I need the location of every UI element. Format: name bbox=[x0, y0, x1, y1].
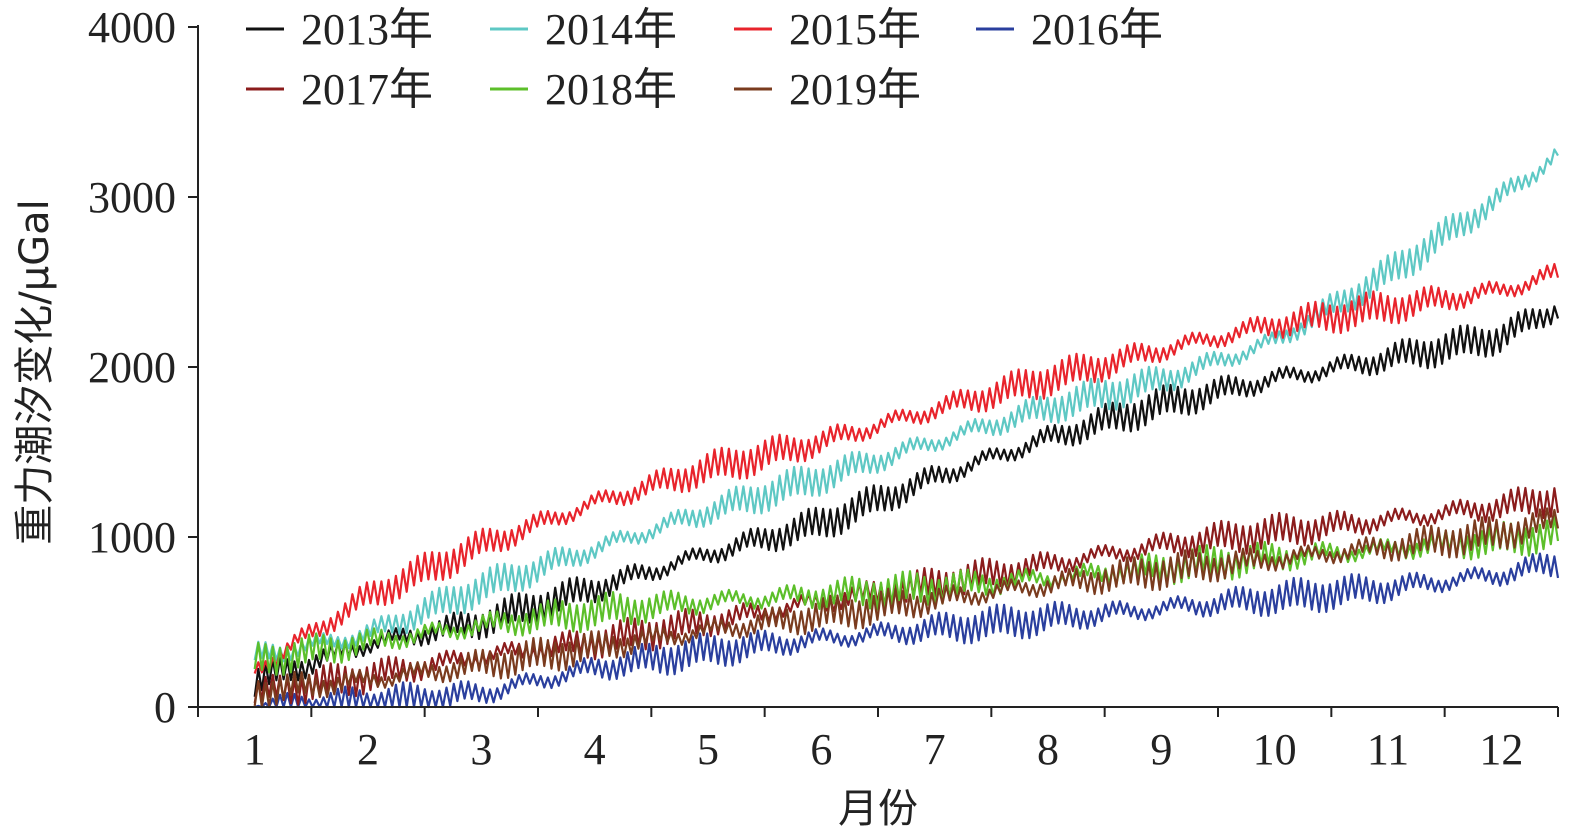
series-line-1 bbox=[253, 305, 1560, 697]
series-line-2 bbox=[253, 148, 1559, 663]
series-line-4 bbox=[254, 552, 1560, 709]
legend-label: 2018年 bbox=[545, 65, 677, 114]
x-tick-label: 3 bbox=[470, 725, 492, 774]
y-axis-title: 重力潮汐变化/μGal bbox=[12, 199, 58, 545]
x-tick-label: 8 bbox=[1037, 725, 1059, 774]
y-tick-label: 0 bbox=[154, 683, 176, 732]
x-tick-label: 9 bbox=[1150, 725, 1172, 774]
y-tick-label: 1000 bbox=[88, 513, 176, 562]
legend-label: 2013年 bbox=[301, 5, 433, 54]
plot-series bbox=[253, 148, 1560, 709]
y-tick-label: 2000 bbox=[88, 343, 176, 392]
legend: 2013年 2014年 2015年 2016年 2017年 2018年 2019年 bbox=[246, 5, 1163, 114]
x-tick-label: 11 bbox=[1367, 725, 1409, 774]
x-tick-label: 12 bbox=[1479, 725, 1523, 774]
legend-label: 2017年 bbox=[301, 65, 433, 114]
x-tick-label: 10 bbox=[1253, 725, 1297, 774]
y-tick-label: 3000 bbox=[88, 173, 176, 222]
legend-label: 2015年 bbox=[789, 5, 921, 54]
y-tick-label: 4000 bbox=[88, 3, 176, 52]
x-tick-label: 1 bbox=[244, 725, 266, 774]
legend-label: 2016年 bbox=[1031, 5, 1163, 54]
legend-label: 2014年 bbox=[545, 5, 677, 54]
legend-label: 2019年 bbox=[789, 65, 921, 114]
x-tick-label: 2 bbox=[357, 725, 379, 774]
x-tick-label: 4 bbox=[584, 725, 606, 774]
series-line-7 bbox=[253, 507, 1560, 709]
x-axis-title: 月份 bbox=[838, 786, 918, 832]
x-tick-label: 7 bbox=[924, 725, 946, 774]
series-line-3 bbox=[253, 262, 1560, 674]
x-tick-label: 5 bbox=[697, 725, 719, 774]
x-tick-label: 6 bbox=[810, 725, 832, 774]
